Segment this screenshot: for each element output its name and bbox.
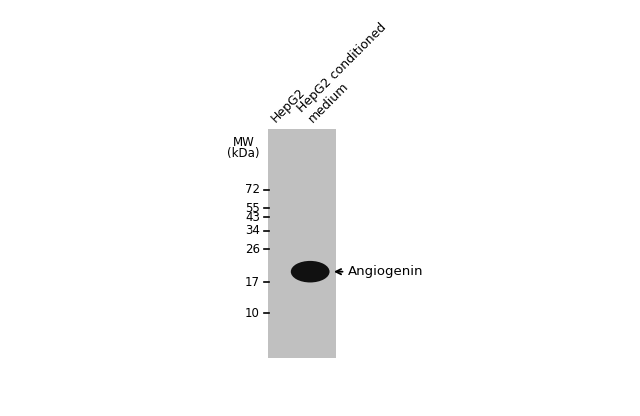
Text: 10: 10 (245, 307, 260, 320)
Text: 34: 34 (245, 225, 260, 238)
Bar (268, 129, 336, 358)
Text: 43: 43 (245, 211, 260, 224)
Text: HepG2 conditioned
medium: HepG2 conditioned medium (295, 20, 400, 125)
Text: Angiogenin: Angiogenin (336, 265, 424, 278)
Text: 26: 26 (245, 243, 260, 256)
Text: 72: 72 (245, 183, 260, 196)
Text: (kDa): (kDa) (227, 147, 260, 160)
Text: HepG2: HepG2 (268, 86, 308, 125)
Text: MW: MW (233, 136, 255, 149)
Text: 17: 17 (245, 276, 260, 289)
Ellipse shape (291, 261, 330, 282)
Text: 55: 55 (245, 202, 260, 215)
